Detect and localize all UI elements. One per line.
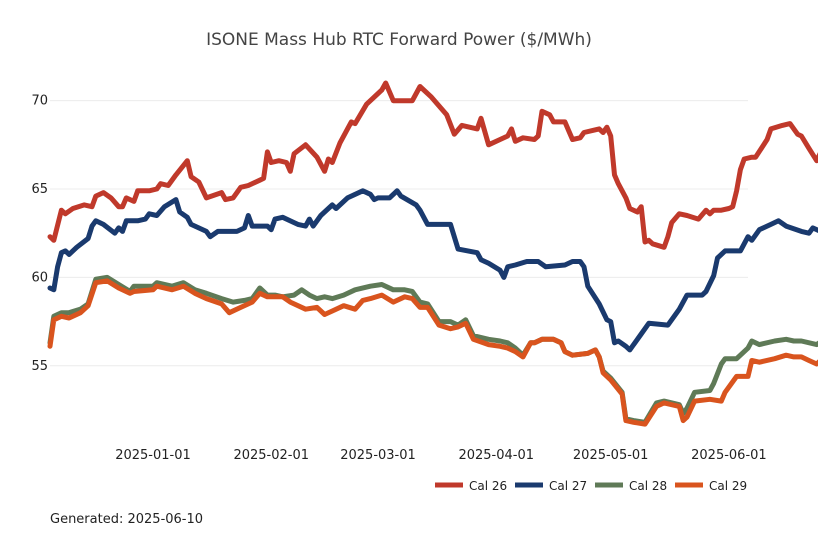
x-tick-label: 2025-01-01	[115, 448, 191, 463]
x-tick-label: 2025-06-01	[691, 448, 767, 463]
x-tick-label: 2025-04-01	[458, 448, 534, 463]
x-axis: 2025-01-01 2025-02-01 2025-03-01 2025-04-01…	[115, 448, 767, 463]
legend-label: Cal 29	[709, 479, 747, 493]
x-tick-label: 2025-02-01	[233, 448, 309, 463]
y-axis: 55 60 65 70	[31, 94, 48, 374]
series-line-1	[47, 80, 818, 250]
x-tick-label: 2025-03-01	[340, 448, 416, 463]
legend: Cal 26 Cal 27 Cal 28 Cal 29	[435, 479, 747, 493]
y-tick-label: 55	[31, 359, 48, 374]
series-line-4	[47, 278, 818, 427]
legend-label: Cal 28	[629, 479, 667, 493]
series-line-2	[47, 188, 818, 353]
generated-footer: Generated: 2025-06-10	[50, 512, 204, 527]
y-tick-label: 65	[31, 182, 48, 197]
legend-label: Cal 27	[549, 479, 587, 493]
line-chart: ISONE Mass Hub RTC Forward Power ($/MWh)…	[31, 30, 818, 493]
x-tick-label: 2025-05-01	[573, 448, 649, 463]
legend-label: Cal 26	[469, 479, 507, 493]
y-tick-label: 60	[31, 270, 48, 285]
chart-title: ISONE Mass Hub RTC Forward Power ($/MWh)	[206, 30, 592, 50]
series-lines	[47, 80, 818, 427]
series-line-3	[47, 274, 818, 425]
y-tick-label: 70	[31, 94, 48, 109]
